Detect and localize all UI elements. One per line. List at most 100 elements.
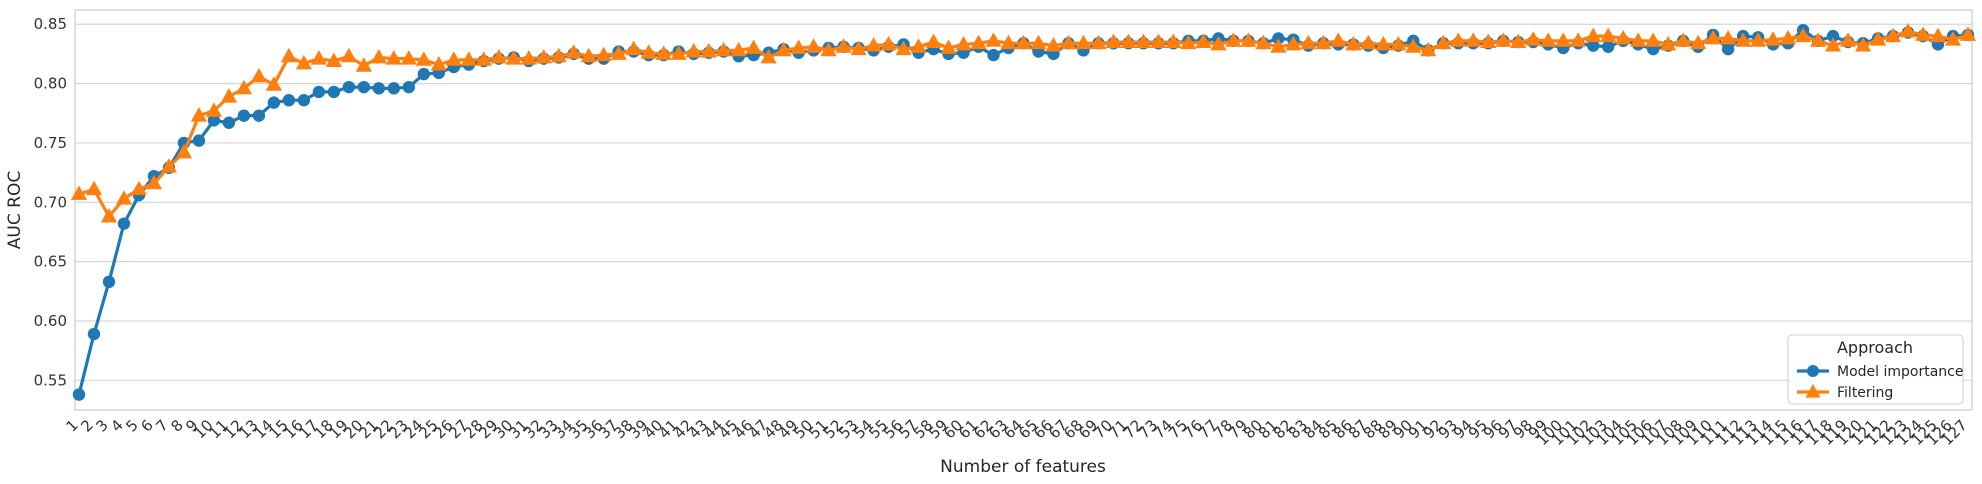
data-point	[1180, 34, 1197, 50]
data-point	[880, 35, 897, 51]
data-point	[820, 41, 837, 57]
data-point	[1540, 32, 1557, 47]
data-point	[1270, 38, 1287, 53]
data-point	[1570, 32, 1587, 47]
data-point	[1705, 29, 1722, 45]
data-point	[1660, 35, 1677, 51]
x-tick-label: 2	[77, 416, 96, 435]
x-tick-label: 7	[152, 416, 171, 435]
data-point	[1810, 32, 1827, 47]
data-point	[1899, 22, 1917, 38]
data-point	[1345, 35, 1362, 51]
data-point	[1720, 29, 1737, 45]
data-point	[505, 50, 522, 65]
data-point	[730, 41, 747, 57]
data-point	[490, 48, 507, 64]
data-point	[1735, 32, 1752, 47]
data-point	[835, 38, 852, 53]
data-point	[895, 40, 912, 56]
data-point	[342, 80, 356, 94]
data-point	[282, 94, 296, 107]
data-point	[415, 51, 432, 66]
data-point	[310, 50, 327, 65]
data-point	[1914, 26, 1932, 41]
data-point	[72, 388, 86, 401]
data-point	[595, 46, 612, 62]
data-point	[1884, 27, 1902, 43]
data-point	[1315, 34, 1332, 50]
series-triangle	[70, 22, 1977, 223]
data-point	[1600, 27, 1617, 43]
y-tick-label: 0.75	[34, 134, 67, 152]
data-point	[145, 174, 163, 190]
data-point	[372, 82, 386, 95]
x-axis-label: Number of features	[940, 457, 1106, 477]
data-point	[387, 82, 401, 95]
data-point	[190, 107, 208, 122]
data-point	[1585, 27, 1602, 43]
data-point	[1015, 34, 1032, 50]
data-point	[1210, 35, 1227, 51]
data-point	[1601, 40, 1615, 53]
data-point	[520, 50, 537, 65]
data-point	[670, 45, 687, 60]
x-tick-label: 1	[62, 416, 81, 435]
legend-box	[1787, 334, 1964, 405]
data-point	[85, 180, 103, 196]
data-point	[207, 114, 221, 127]
data-point	[565, 44, 582, 59]
data-point	[400, 50, 417, 65]
data-point	[205, 102, 223, 117]
data-point	[640, 44, 657, 59]
data-point	[267, 96, 281, 109]
data-point	[1135, 33, 1152, 48]
data-point	[910, 38, 927, 53]
data-point	[280, 47, 297, 63]
y-tick-label: 0.60	[34, 312, 67, 330]
data-point	[297, 94, 311, 107]
y-tick-label: 0.80	[34, 75, 67, 93]
data-point	[265, 76, 282, 91]
data-point	[535, 48, 552, 64]
data-point	[580, 47, 597, 63]
data-point	[1480, 33, 1497, 48]
data-point	[1765, 31, 1782, 46]
legend-marker-triangle	[1805, 384, 1821, 398]
data-point	[1090, 34, 1107, 50]
data-point	[160, 158, 178, 173]
data-point	[1929, 27, 1947, 43]
data-point	[1750, 32, 1767, 47]
data-point	[355, 57, 372, 72]
data-point	[417, 67, 431, 81]
data-point	[1854, 37, 1872, 52]
data-point	[327, 85, 341, 99]
data-point	[1645, 32, 1662, 47]
data-point	[1165, 33, 1182, 48]
data-point	[1839, 32, 1857, 47]
legend-label: Filtering	[1837, 385, 1893, 401]
y-tick-label: 0.70	[34, 193, 67, 211]
data-point	[1030, 34, 1047, 50]
data-point	[1615, 29, 1632, 45]
series-line	[77, 29, 1970, 219]
data-point	[312, 85, 326, 99]
data-point	[985, 32, 1002, 47]
data-point	[235, 79, 252, 95]
data-point	[1240, 32, 1257, 47]
data-point	[955, 35, 972, 51]
data-point	[1495, 32, 1512, 47]
data-point	[445, 51, 462, 66]
data-point	[1826, 29, 1840, 43]
plot-area-frame	[74, 9, 1973, 411]
data-point	[1525, 31, 1542, 46]
data-point	[1465, 32, 1482, 47]
data-point	[340, 47, 357, 63]
data-point	[1450, 32, 1467, 47]
data-point	[295, 54, 312, 70]
data-point	[550, 47, 567, 63]
data-point	[237, 109, 251, 122]
data-point	[1405, 38, 1422, 53]
data-point	[1586, 39, 1600, 52]
